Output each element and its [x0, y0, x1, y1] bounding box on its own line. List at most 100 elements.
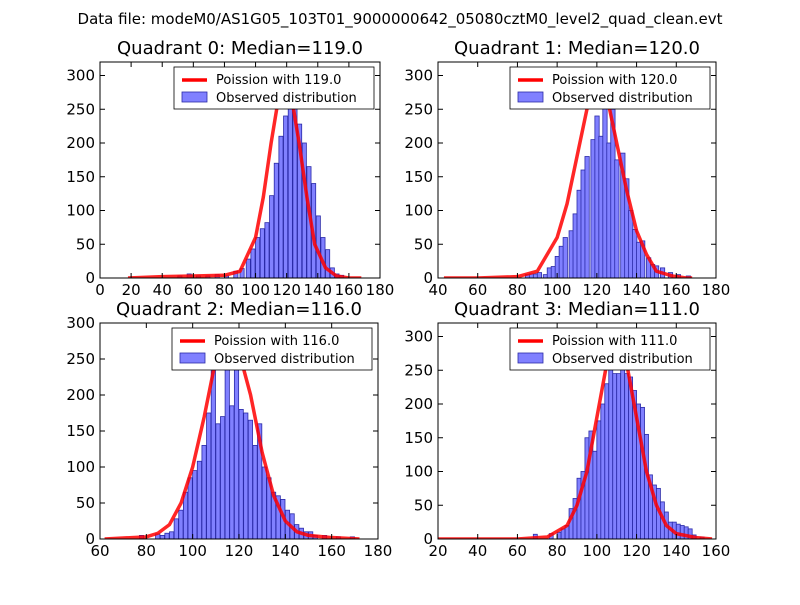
histogram-bar [287, 105, 293, 278]
x-tick-label: 40 [468, 542, 487, 560]
y-tick-label: 200 [66, 134, 95, 152]
x-tick-label: 60 [184, 281, 203, 299]
y-tick-label: 150 [66, 168, 95, 186]
x-tick-label: 120 [272, 281, 301, 299]
legend-bar-swatch [517, 352, 544, 364]
histogram-bar [173, 518, 179, 539]
y-tick-label: 0 [85, 530, 95, 548]
x-tick-label: 140 [662, 542, 691, 560]
histogram-bar [616, 373, 622, 539]
subplot-title: Quadrant 2: Median=116.0 [116, 299, 362, 320]
legend-line-label: Poission with 119.0 [216, 73, 341, 88]
legend-bar-label: Observed distribution [552, 352, 693, 367]
histogram-bar [187, 477, 193, 539]
y-tick-label: 100 [404, 463, 433, 481]
y-tick-label: 250 [66, 100, 95, 118]
histogram-bar [556, 531, 562, 539]
y-tick-label: 150 [66, 422, 95, 440]
x-tick-label: 140 [271, 542, 300, 560]
histogram-bar [608, 342, 614, 539]
histogram-bar [247, 419, 253, 539]
x-tick-label: 180 [364, 542, 393, 560]
axes-frame [437, 322, 717, 540]
x-tick-label: 120 [622, 542, 651, 560]
axes-frame [99, 61, 381, 279]
histogram-bar [614, 159, 620, 278]
histogram-bar [201, 444, 207, 539]
histogram-bar [169, 531, 175, 539]
subplot-0: Quadrant 0: Median=119.00 20 40 60 80 100 120 1… [66, 38, 394, 299]
y-tick-label: 100 [66, 202, 95, 220]
x-tick-label: 60 [90, 542, 109, 560]
x-tick-label: 100 [178, 542, 207, 560]
x-tick-label: 140 [622, 281, 651, 299]
x-tick-label: 0 [95, 281, 105, 299]
legend: Poission with 111.0 Observed distribution [509, 327, 711, 371]
y-tick-label: 150 [404, 168, 433, 186]
legend-box [509, 66, 711, 110]
histogram-bar [592, 450, 598, 539]
y-tick-label: 300 [66, 314, 95, 332]
histogram-bar [640, 406, 645, 539]
histogram-bar [250, 248, 256, 278]
x-tick-label: 80 [215, 281, 234, 299]
histogram-bar [283, 115, 289, 278]
y-tick-label: 200 [404, 395, 433, 413]
histogram-bar [584, 156, 590, 278]
histogram-bar [679, 525, 685, 539]
y-tick-label: 0 [423, 530, 433, 548]
histogram-bar [600, 403, 606, 539]
subplot-1: Quadrant 1: Median=120.0 40 60 80 100 120 140 1… [404, 38, 730, 299]
histogram-bar [210, 362, 216, 539]
y-tick-label: 300 [404, 328, 433, 346]
histogram-bar [620, 349, 626, 539]
legend-bar-label: Observed distribution [214, 352, 355, 367]
x-tick-label: 20 [122, 281, 141, 299]
y-tick-label: 0 [423, 269, 433, 287]
axes-frame [437, 61, 717, 279]
y-tick-label: 0 [85, 269, 95, 287]
subplot-title: Quadrant 1: Median=120.0 [454, 38, 700, 59]
y-tick-label: 250 [404, 361, 433, 379]
histogram-bar [261, 466, 267, 539]
legend-bar-swatch [517, 91, 544, 103]
x-tick-label: 80 [137, 542, 156, 560]
histogram-bar [243, 412, 249, 539]
x-tick-label: 160 [335, 281, 364, 299]
histogram [532, 342, 705, 539]
legend-line-label: Poission with 120.0 [552, 73, 677, 88]
x-tick-label: 20 [428, 542, 447, 560]
x-tick-label: 80 [548, 542, 567, 560]
y-tick-label: 300 [404, 67, 433, 85]
subplot-grid: Quadrant 0: Median=119.00 20 40 60 80 100 120 1… [66, 38, 730, 560]
y-tick-label: 50 [76, 494, 95, 512]
histogram-bar [536, 272, 542, 278]
histogram-bar [576, 477, 582, 539]
histogram-bar [584, 437, 590, 539]
histogram-bar [220, 416, 226, 539]
x-tick-label: 160 [317, 542, 346, 560]
x-tick-label: 80 [508, 281, 527, 299]
histogram-bar [624, 373, 630, 539]
x-tick-label: 100 [241, 281, 270, 299]
histogram-bar [264, 222, 270, 278]
legend-line-label: Poission with 111.0 [552, 334, 677, 349]
histogram-bar [192, 470, 198, 539]
histogram-bar [675, 523, 681, 539]
histogram-bar [238, 408, 244, 539]
y-tick-label: 200 [66, 386, 95, 404]
x-tick-label: 160 [702, 542, 731, 560]
histogram-bar [612, 373, 618, 539]
y-tick-label: 250 [404, 100, 433, 118]
histogram-bar [252, 444, 258, 539]
histogram [177, 103, 345, 278]
histogram-bar [255, 237, 261, 278]
subplot-title: Quadrant 3: Median=111.0 [454, 299, 700, 320]
x-tick-label: 100 [583, 542, 612, 560]
y-tick-label: 300 [66, 67, 95, 85]
y-tick-label: 50 [76, 235, 95, 253]
x-tick-label: 180 [366, 281, 395, 299]
subplot-title: Quadrant 0: Median=119.0 [117, 38, 363, 59]
histogram-bar [229, 405, 235, 539]
